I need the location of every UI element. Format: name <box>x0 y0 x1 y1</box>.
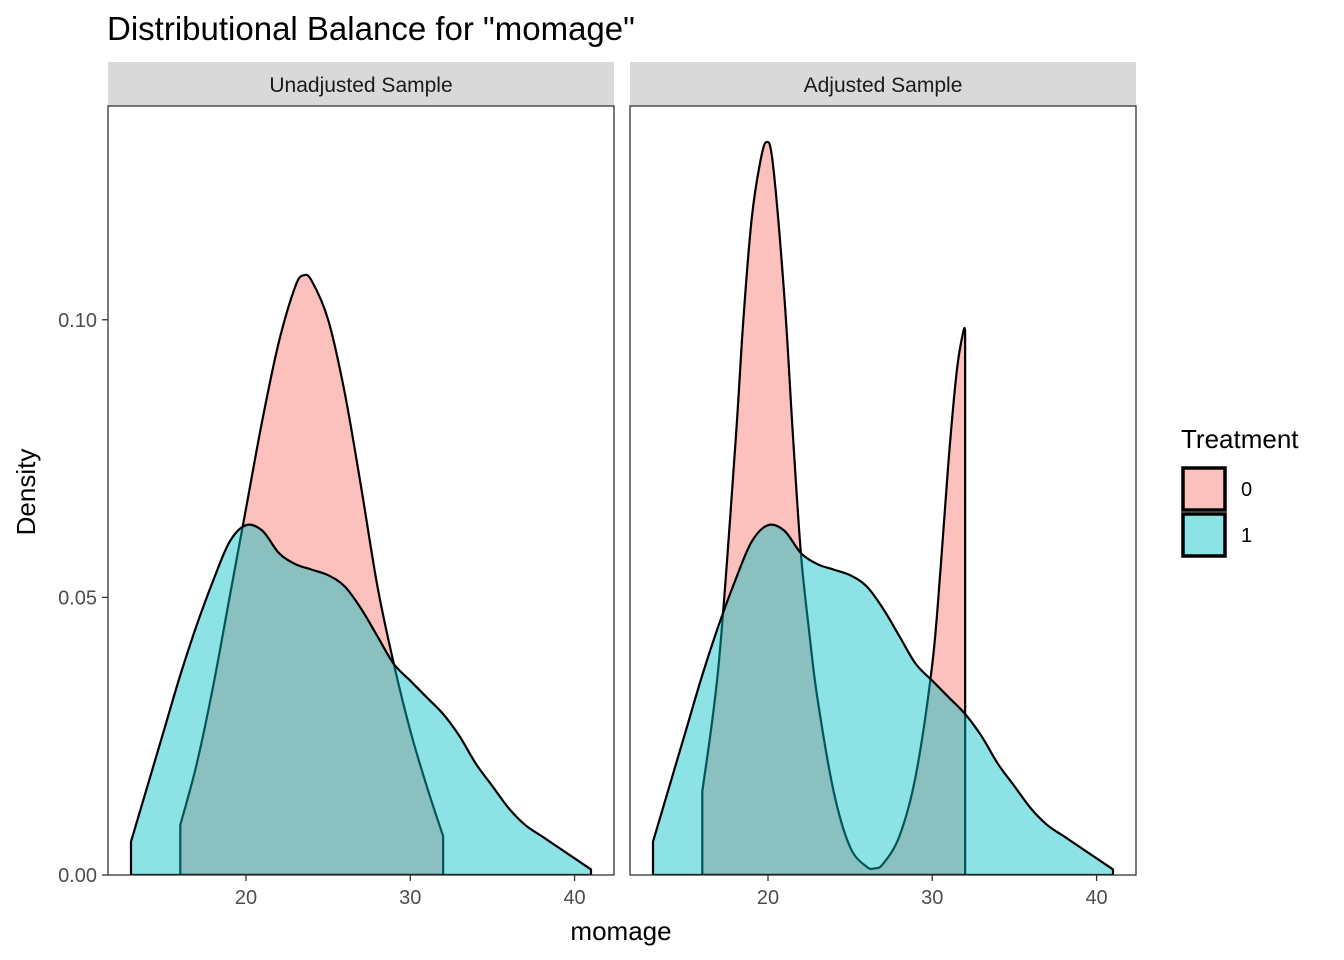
facet-strip-label: Unadjusted Sample <box>269 74 452 97</box>
x-axis-title: momage <box>570 916 671 946</box>
panel-1: Unadjusted Sample <box>107 62 615 876</box>
density-area-treatment-1 <box>651 523 1115 875</box>
x-tick-label: 30 <box>921 887 943 909</box>
x-tick-label: 30 <box>399 887 421 909</box>
x-axes: 20 30 40 20 30 40 <box>235 875 1108 909</box>
facet-strip <box>630 62 1136 106</box>
y-tick-label: 0.00 <box>58 865 97 887</box>
x-tick-label: 40 <box>1085 887 1107 909</box>
legend-title: Treatment <box>1181 424 1299 454</box>
density-areas <box>651 140 1115 875</box>
y-axis-title: Density <box>11 449 41 536</box>
legend: Treatment 0 1 <box>1181 424 1299 558</box>
chart-title: Distributional Balance for "momage" <box>107 10 635 47</box>
facet-strip <box>108 62 614 106</box>
legend-key-1 <box>1181 512 1227 558</box>
legend-label-0: 0 <box>1241 479 1252 501</box>
legend-key-0 <box>1181 466 1227 512</box>
y-tick-label: 0.05 <box>58 587 97 609</box>
panels-group: Unadjusted Sample Adjusted Sample <box>107 62 1137 876</box>
panel-2: Adjusted Sample <box>629 62 1137 876</box>
density-area-treatment-1 <box>129 523 593 875</box>
density-area-treatment-0 <box>179 273 445 875</box>
panel-border <box>107 105 615 876</box>
density-areas <box>129 273 593 875</box>
x-tick-label: 20 <box>235 887 257 909</box>
y-tick-label: 0.10 <box>58 310 97 332</box>
x-tick-label: 40 <box>563 887 585 909</box>
density-area-treatment-0 <box>701 140 967 875</box>
plot-background <box>630 106 1136 875</box>
y-axis: 0.00 0.05 0.10 <box>58 310 108 887</box>
panel-border <box>629 105 1137 876</box>
x-tick-label: 20 <box>757 887 779 909</box>
legend-label-1: 1 <box>1241 525 1252 547</box>
facet-strip-label: Adjusted Sample <box>804 74 963 97</box>
